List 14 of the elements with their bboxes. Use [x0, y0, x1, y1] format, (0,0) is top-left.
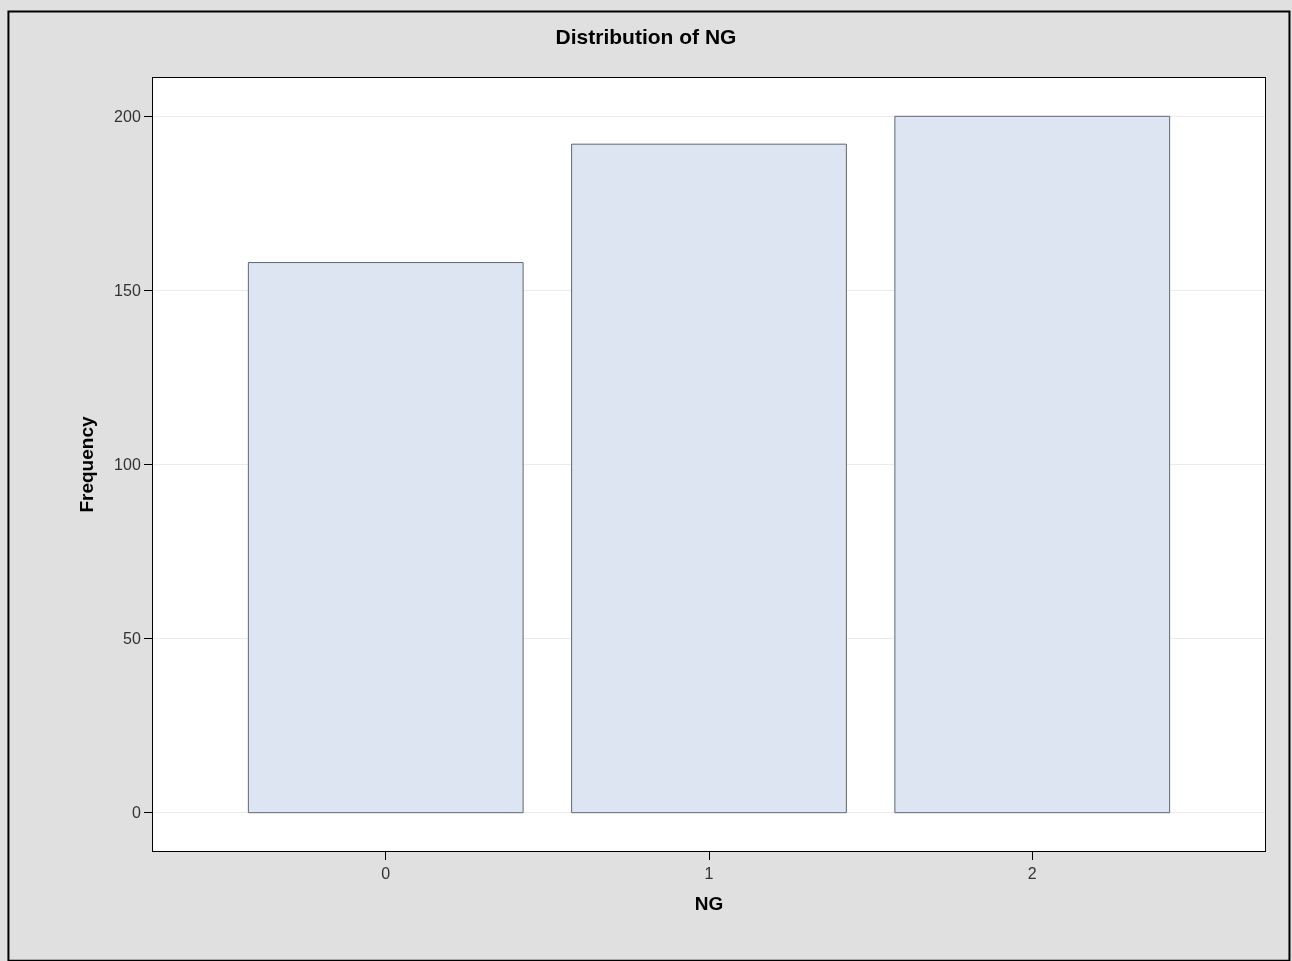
bar: [247, 262, 524, 814]
y-tick-label: 50: [123, 630, 141, 648]
chart-title: Distribution of NG: [555, 24, 737, 48]
x-axis-title: NG: [694, 893, 724, 914]
y-tick-label: 0: [131, 804, 141, 822]
y-tick-label: 100: [114, 456, 141, 474]
bar: [894, 115, 1171, 814]
bar: [571, 143, 847, 814]
x-tick-label: 0: [381, 865, 391, 883]
x-tick-label: 1: [704, 865, 714, 883]
y-tick-label: 150: [114, 282, 141, 299]
x-tick-label: 2: [1027, 865, 1037, 883]
y-axis-title: Frequency: [75, 416, 97, 513]
y-tick-label: 200: [114, 107, 141, 125]
